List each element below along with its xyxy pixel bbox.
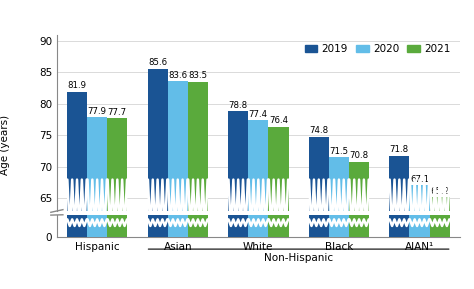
Bar	[107, 118, 128, 289]
Bar	[309, 137, 329, 289]
Bar	[389, 155, 410, 289]
Text: 83.5: 83.5	[188, 71, 208, 80]
Bar	[67, 0, 87, 237]
Bar	[389, 0, 410, 237]
Bar	[429, 197, 450, 289]
Text: 85.6: 85.6	[148, 58, 167, 67]
Bar	[429, 0, 450, 237]
Legend: 2019, 2020, 2021: 2019, 2020, 2021	[301, 40, 455, 58]
Bar	[268, 127, 289, 289]
Bar	[168, 81, 188, 289]
Bar	[67, 92, 87, 289]
Bar	[410, 185, 429, 289]
Text: 77.7: 77.7	[108, 108, 127, 117]
Bar	[228, 0, 248, 237]
Bar	[147, 69, 168, 289]
Text: 65.2: 65.2	[430, 187, 449, 196]
Text: Age (years): Age (years)	[0, 114, 10, 175]
Bar	[188, 82, 208, 289]
Bar	[87, 0, 107, 237]
Bar	[168, 0, 188, 237]
Text: 71.8: 71.8	[390, 145, 409, 154]
Text: 76.4: 76.4	[269, 116, 288, 125]
Bar	[107, 0, 128, 237]
Bar	[349, 162, 369, 289]
Text: 83.6: 83.6	[168, 71, 187, 80]
Text: 81.9: 81.9	[67, 81, 87, 90]
Bar	[349, 0, 369, 237]
Bar	[248, 0, 268, 237]
Bar	[248, 120, 268, 289]
Bar	[228, 112, 248, 289]
Text: 67.1: 67.1	[410, 175, 429, 184]
Bar	[309, 0, 329, 237]
Text: 77.4: 77.4	[249, 110, 268, 119]
Text: 74.8: 74.8	[309, 126, 328, 135]
Bar	[268, 0, 289, 237]
Text: 77.9: 77.9	[88, 107, 107, 116]
Bar	[329, 158, 349, 289]
Text: 78.8: 78.8	[228, 101, 248, 110]
Bar	[410, 0, 429, 237]
Text: 71.5: 71.5	[329, 147, 348, 156]
Bar	[329, 0, 349, 237]
Bar	[87, 117, 107, 289]
Bar	[147, 0, 168, 237]
Text: 70.8: 70.8	[349, 151, 369, 160]
Text: Non-Hispanic: Non-Hispanic	[264, 253, 333, 263]
Bar	[188, 0, 208, 237]
